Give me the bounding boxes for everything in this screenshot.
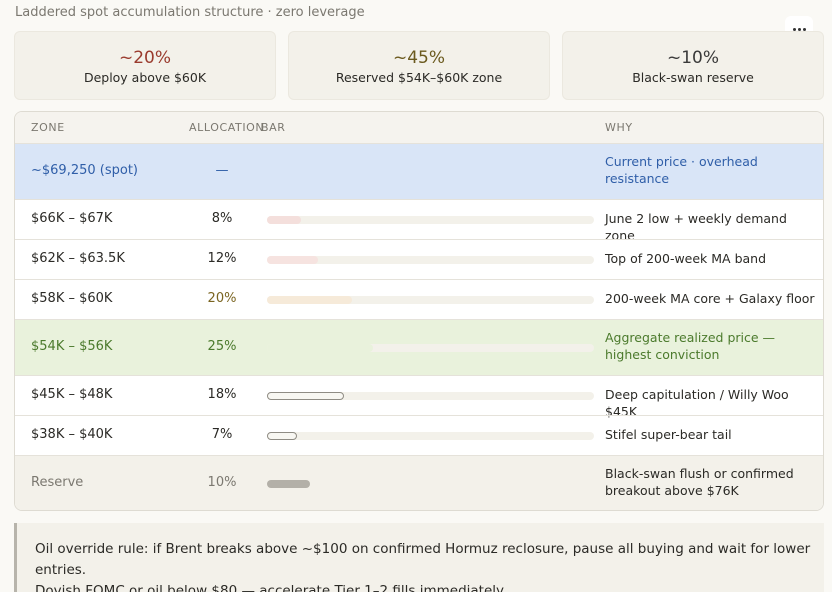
allocation-cell: 20%	[207, 291, 237, 306]
allocation-bar	[267, 344, 594, 352]
header-zone: ZONE	[31, 121, 65, 134]
why-cell: Black-swan flush or confirmed breakout a…	[605, 466, 794, 498]
card-label: Reserved $54K–$60K zone	[335, 69, 503, 85]
header-bar: BAR	[261, 121, 286, 134]
note-line-1: Oil override rule: if Brent breaks above…	[35, 541, 811, 578]
summary-cards: ~20% Deploy above $60K ~45% Reserved $54…	[14, 31, 824, 100]
allocation-bar	[267, 392, 594, 400]
summary-card-reserved: ~45% Reserved $54K–$60K zone	[288, 31, 550, 100]
allocation-bar-fill	[267, 296, 352, 304]
allocation-cell: 8%	[211, 211, 233, 226]
allocation-bar	[267, 296, 594, 304]
summary-card-deploy: ~20% Deploy above $60K	[14, 31, 276, 100]
allocation-cell: 7%	[211, 427, 233, 442]
allocation-bar-fill	[267, 216, 301, 224]
table-row: $66K – $67K 8% June 2 low + weekly deman…	[15, 199, 823, 243]
allocation-bar	[267, 256, 594, 264]
table-row: $62K – $63.5K 12% Top of 200-week MA ban…	[15, 239, 823, 279]
allocation-table: ZONE ALLOCATION BAR WHY ~$69,250 (spot) …	[14, 111, 824, 511]
more-horizontal-icon	[792, 27, 806, 31]
page-subtitle: Laddered spot accumulation structure · z…	[15, 5, 365, 20]
allocation-cell: 10%	[207, 475, 237, 490]
table-row: $54K – $56K 25% Aggregate realized price…	[15, 319, 823, 375]
header-allocation: ALLOCATION	[189, 121, 265, 134]
zone-cell: $45K – $48K	[31, 387, 113, 402]
allocation-bar-fill	[267, 256, 318, 264]
allocation-cell: —	[215, 163, 229, 178]
zone-cell: Reserve	[31, 475, 84, 490]
card-label: Black-swan reserve	[632, 69, 754, 85]
card-value: ~20%	[118, 47, 172, 68]
card-label: Deploy above $60K	[83, 69, 207, 85]
why-cell: Aggregate realized price — highest convi…	[605, 330, 776, 362]
zone-cell: ~$69,250 (spot)	[31, 163, 139, 178]
zone-cell: $54K – $56K	[31, 339, 113, 354]
allocation-cell: 18%	[207, 387, 237, 402]
table-row: Reserve 10% Black-swan flush or confirme…	[15, 455, 823, 510]
oil-override-note: Oil override rule: if Brent breaks above…	[14, 523, 824, 592]
table-row: $38K – $40K 7% Stifel super-bear tail	[15, 415, 823, 455]
note-line-2: Dovish FOMC or oil below $80 — accelerat…	[35, 583, 507, 592]
why-cell: 200-week MA core + Galaxy floor	[605, 291, 815, 306]
table-row: $45K – $48K 18% Deep capitulation / Will…	[15, 375, 823, 419]
allocation-bar	[267, 216, 594, 224]
zone-cell: $38K – $40K	[31, 427, 113, 442]
why-cell: Current price · overhead resistance	[605, 154, 758, 186]
allocation-bar	[267, 432, 594, 440]
allocation-cell: 12%	[207, 251, 237, 266]
card-value: ~45%	[392, 47, 446, 68]
zone-cell: $62K – $63.5K	[31, 251, 125, 266]
allocation-bar-fill	[267, 344, 373, 352]
allocation-cell: 25%	[207, 339, 237, 354]
allocation-bar	[267, 480, 594, 488]
zone-cell: $66K – $67K	[31, 211, 113, 226]
summary-card-blackswan: ~10% Black-swan reserve	[562, 31, 824, 100]
zone-cell: $58K – $60K	[31, 291, 113, 306]
allocation-bar-fill	[267, 432, 297, 440]
why-cell: Stifel super-bear tail	[605, 427, 732, 442]
header-why: WHY	[605, 121, 633, 134]
card-value: ~10%	[666, 47, 720, 68]
table-header: ZONE ALLOCATION BAR WHY	[15, 112, 823, 143]
allocation-bar-fill	[267, 392, 344, 400]
table-row: $58K – $60K 20% 200-week MA core + Galax…	[15, 279, 823, 319]
why-cell: Top of 200-week MA band	[605, 251, 767, 266]
allocation-bar-fill	[267, 480, 310, 488]
table-row: ~$69,250 (spot) — Current price · overhe…	[15, 143, 823, 199]
